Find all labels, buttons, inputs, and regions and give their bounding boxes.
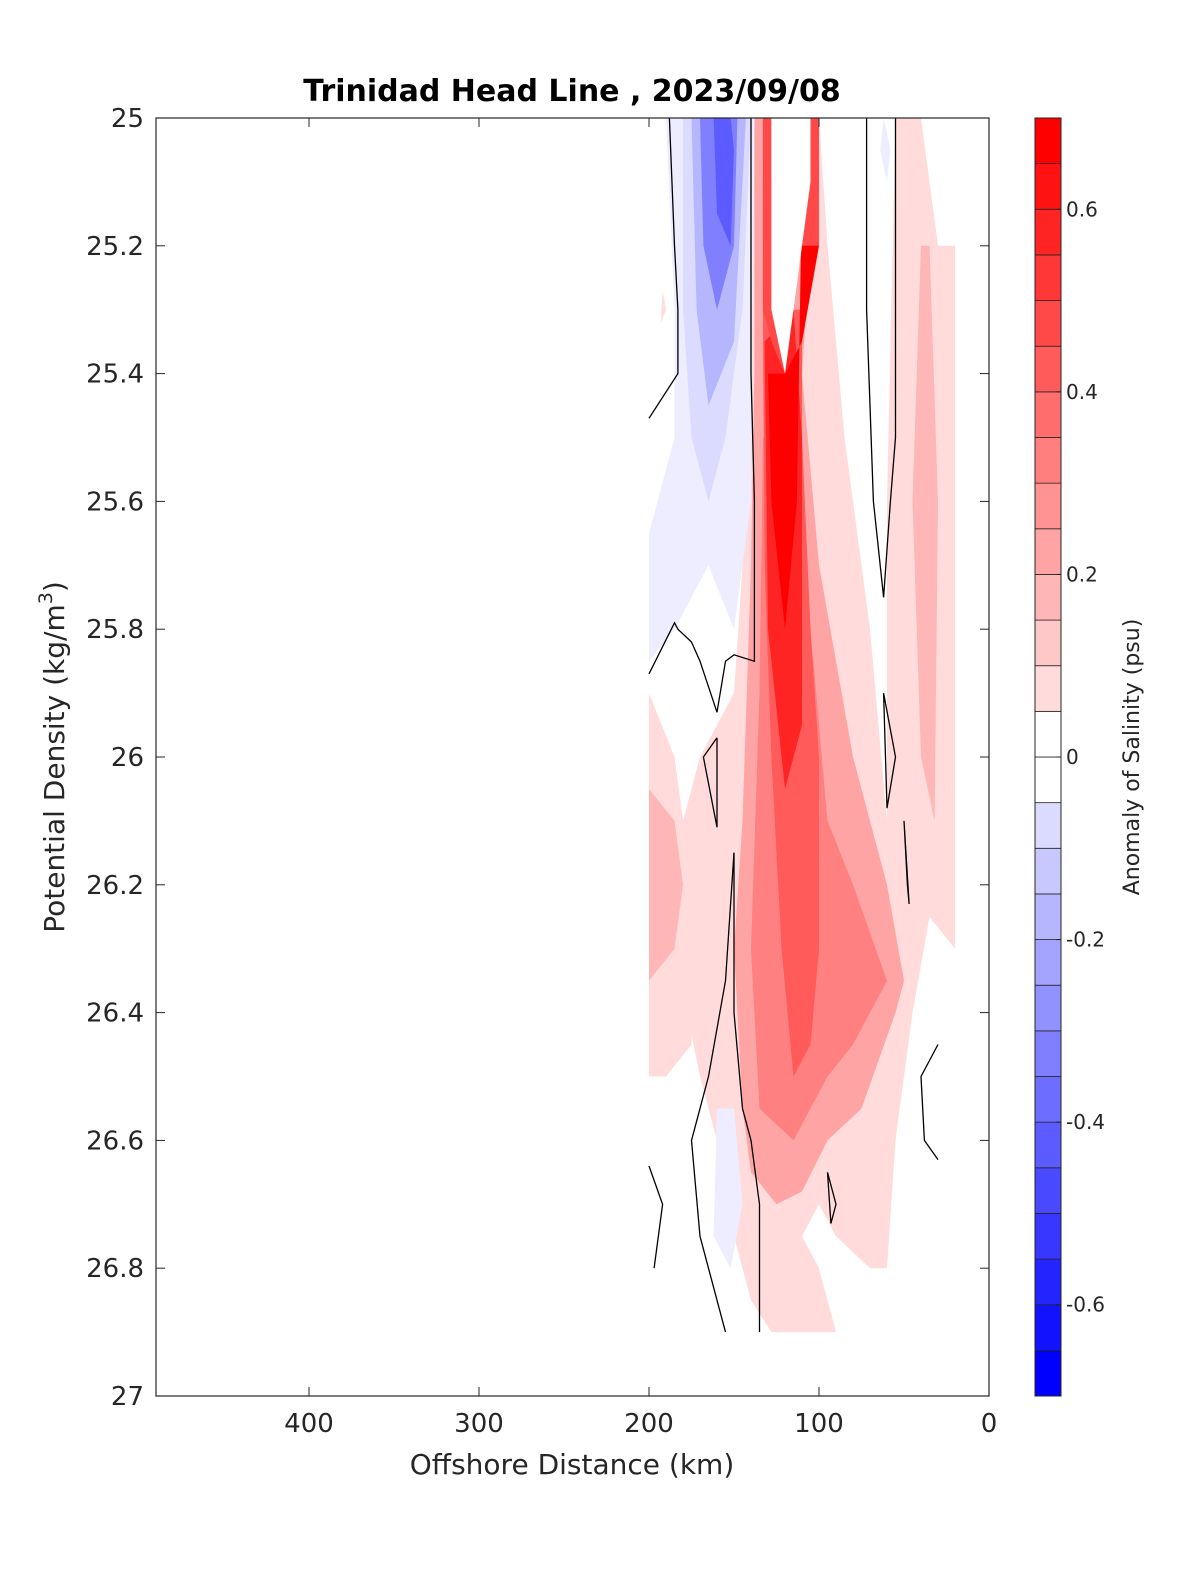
x-tick-label: 200 — [624, 1409, 674, 1439]
zero-contour-10 — [826, 1172, 837, 1224]
region-tiny-red-west — [660, 290, 666, 323]
x-axis-label: Offshore Distance (km) — [410, 1448, 735, 1481]
region-west-lower-core — [649, 789, 683, 981]
colorbar-band — [1034, 756, 1062, 804]
colorbar-band — [1034, 939, 1062, 986]
zero-contour-4 — [882, 692, 897, 809]
colorbar-band — [1034, 619, 1062, 667]
colorbar-band — [1034, 345, 1062, 393]
colorbar-tick-label: -0.2 — [1066, 928, 1105, 952]
colorbar-tick-label: 0.2 — [1066, 562, 1098, 586]
colorbar-band — [1034, 117, 1062, 165]
colorbar-tick-label: -0.4 — [1066, 1110, 1105, 1134]
y-tick-label: 27 — [111, 1382, 144, 1412]
y-tick-label: 25.4 — [86, 360, 144, 390]
zero-contour-11 — [920, 1044, 939, 1160]
colorbar-label: Anomaly of Salinity (psu) — [1120, 619, 1145, 896]
zero-contour-6 — [903, 820, 910, 905]
colorbar-band — [1034, 1167, 1062, 1214]
y-tick-label: 25.8 — [86, 615, 144, 645]
zero-contour-9 — [648, 1165, 664, 1269]
x-axis: 400 300 200 100 0 — [284, 118, 997, 1439]
y-axis-label-superscript: 3 — [35, 592, 57, 604]
x-tick-label: 400 — [284, 1409, 334, 1439]
colorbar-ticks: 0.6 0.4 0.2 0 -0.2 -0.4 -0.6 — [1056, 197, 1105, 1317]
colorbar-tick-label: 0.4 — [1066, 380, 1098, 404]
x-tick-label: 0 — [981, 1409, 998, 1439]
plot-area: 400 300 200 100 0 25 25.2 25.4 25.6 25.8 26 26.2 26… — [86, 104, 997, 1439]
x-tick-label: 100 — [794, 1409, 844, 1439]
zero-contour-8 — [690, 852, 735, 1333]
y-tick-label: 25.2 — [86, 232, 144, 262]
zero-contour-5 — [702, 737, 718, 828]
y-tick-label: 26.4 — [86, 999, 144, 1029]
colorbar-tick-label: 0.6 — [1066, 197, 1098, 221]
y-axis-label: Potential Density (kg/m3) — [35, 581, 71, 933]
chart-title: Trinidad Head Line , 2023/09/08 — [303, 74, 840, 109]
region-tiny-blue-east — [880, 118, 891, 182]
colorbar-band — [1034, 254, 1062, 301]
colorbar-band — [1034, 391, 1062, 438]
colorbar-band — [1034, 1213, 1062, 1260]
colorbar-band — [1034, 1258, 1062, 1306]
colorbar-band — [1034, 482, 1062, 530]
colorbar-tick-label: 0 — [1066, 745, 1079, 769]
region-nearshore-band-inner — [912, 245, 938, 821]
colorbar-band — [1034, 1030, 1062, 1077]
y-tick-label: 26.6 — [86, 1126, 144, 1156]
y-axis-label-main: Potential Density (kg/m — [38, 604, 71, 933]
region-blue-lower-blob — [713, 1108, 743, 1269]
colorbar-band — [1034, 1076, 1062, 1123]
colorbar-band — [1034, 300, 1062, 347]
y-tick-label: 25.6 — [86, 487, 144, 517]
colorbar-band — [1034, 1121, 1062, 1169]
y-axis: 25 25.2 25.4 25.6 25.8 26 26.2 26.4 26.6 26.8 27 — [86, 104, 989, 1412]
colorbar-band — [1034, 528, 1062, 575]
colorbar-tick-label: -0.6 — [1066, 1293, 1105, 1317]
colorbar-band — [1034, 893, 1062, 940]
colorbar-bands — [1034, 117, 1062, 1397]
colorbar-band — [1034, 710, 1062, 758]
colorbar-band — [1034, 665, 1062, 712]
region-upper-gap — [771, 118, 811, 374]
colorbar-band — [1034, 208, 1062, 256]
y-tick-label: 26 — [111, 743, 144, 773]
y-tick-label: 26.2 — [86, 871, 144, 901]
zero-contour-2 — [648, 118, 756, 713]
region-blue-deep-core — [713, 118, 734, 246]
zero-contour-7 — [733, 852, 761, 1333]
y-tick-label: 26.8 — [86, 1254, 144, 1284]
colorbar-band — [1034, 163, 1062, 210]
colorbar: 0.6 0.4 0.2 0 -0.2 -0.4 -0.6 Anomaly of Salini… — [1034, 117, 1145, 1397]
zero-contour-lines — [648, 118, 939, 1333]
y-axis-label-close: ) — [38, 581, 71, 592]
y-tick-label: 25 — [111, 104, 144, 134]
zero-contour-1 — [648, 118, 679, 419]
colorbar-band — [1034, 574, 1062, 621]
colorbar-band — [1034, 437, 1062, 484]
colorbar-band — [1034, 1304, 1062, 1351]
colorbar-band — [1034, 802, 1062, 849]
colorbar-band — [1034, 1349, 1062, 1397]
colorbar-band — [1034, 984, 1062, 1032]
zero-contour-3 — [865, 118, 897, 598]
x-tick-label: 300 — [454, 1409, 504, 1439]
colorbar-band — [1034, 847, 1062, 895]
